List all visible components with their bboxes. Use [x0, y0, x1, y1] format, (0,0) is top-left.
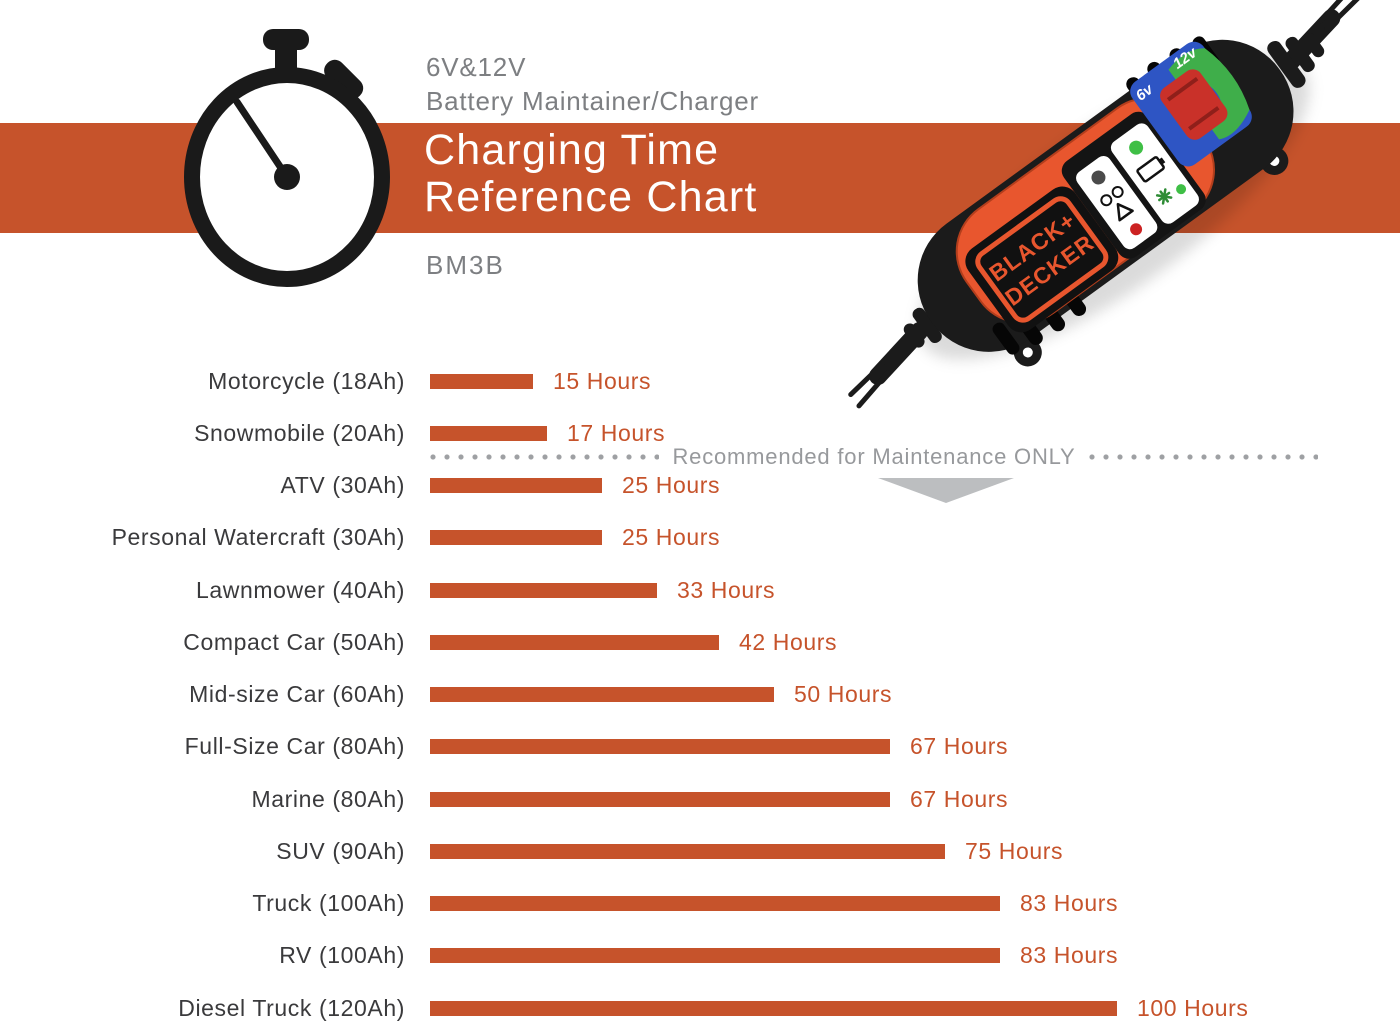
title-line1: Charging Time [424, 126, 720, 174]
bar [430, 948, 1000, 964]
battery-icon [1136, 156, 1166, 183]
category-label: RV (100Ah) [279, 942, 405, 969]
separator-dots-right [1088, 454, 1318, 460]
bar [430, 843, 945, 859]
stopwatch-hub [274, 164, 300, 190]
bar [430, 425, 547, 441]
model-number: BM3B [426, 250, 505, 280]
bar [430, 739, 890, 755]
stopwatch-side-button [324, 59, 364, 99]
separator-label: Recommended for Maintenance ONLY [672, 444, 1076, 469]
maintenance-separator: Recommended for Maintenance ONLY [430, 443, 1318, 471]
bar [430, 530, 602, 546]
category-label: Compact Car (50Ah) [183, 628, 405, 655]
product-photo: BLACK+ DECKER [848, 0, 1368, 409]
chart-row: Compact Car (50Ah) 42 Hours [0, 616, 1400, 668]
category-label: ATV (30Ah) [280, 472, 405, 498]
red-indicator-icon [1130, 223, 1143, 236]
charging-burst-icon [1155, 188, 1173, 205]
bar [430, 1000, 1117, 1016]
category-label: Mid-size Car (60Ah) [189, 681, 405, 707]
category-label: Diesel Truck (120Ah) [178, 994, 405, 1021]
value-label: 67 Hours [910, 785, 1009, 812]
value-label: 75 Hours [965, 837, 1064, 864]
chart-row: Marine (80Ah) 67 Hours [0, 773, 1400, 825]
category-label: Full-Size Car (80Ah) [184, 733, 405, 760]
category-label: Personal Watercraft (30Ah) [111, 524, 405, 551]
value-label: 83 Hours [1020, 942, 1119, 969]
page-title: Charging Time Reference Chart [424, 127, 758, 221]
value-label: 17 Hours [567, 419, 666, 446]
separator-arrow-down-icon [878, 478, 1014, 503]
value-label: 15 Hours [553, 367, 652, 394]
chart-row: Lawnmower (40Ah) 33 Hours [0, 564, 1400, 616]
cable-left-wire-1 [848, 361, 885, 398]
value-label: 100 Hours [1137, 994, 1249, 1021]
stopwatch-needle [233, 98, 291, 181]
chart-row: SUV (90Ah) 75 Hours [0, 825, 1400, 877]
value-label: 25 Hours [622, 524, 721, 551]
chart-row: RV (100Ah) 83 Hours [0, 930, 1400, 982]
voltage-panel: 6v 12v [1130, 41, 1252, 167]
bar [430, 478, 602, 493]
value-label: 42 Hours [739, 628, 838, 655]
voltage-switch [1160, 69, 1228, 140]
value-label: 50 Hours [794, 681, 893, 707]
mounting-tab-left [1013, 338, 1042, 367]
green-led-icon [1129, 140, 1144, 155]
led-off-icon [1091, 170, 1106, 185]
warning-triangle-icon [1116, 202, 1134, 222]
product-subtitle: 6V&12V Battery Maintainer/Charger [426, 50, 759, 118]
bar [430, 896, 1000, 911]
value-label: 83 Hours [1020, 890, 1119, 916]
chart-row: Mid-size Car (60Ah) 50 Hours [0, 669, 1400, 721]
value-label: 25 Hours [622, 472, 721, 498]
category-label: Lawnmower (40Ah) [195, 576, 405, 603]
subtitle-line2: Battery Maintainer/Charger [426, 86, 759, 116]
value-label: 33 Hours [677, 576, 776, 603]
category-label: Motorcycle (18Ah) [208, 367, 405, 394]
bar [430, 791, 890, 807]
stopwatch-stem [275, 43, 297, 71]
separator-dots-left [430, 454, 660, 460]
cable-right-wire-2 [1324, 0, 1368, 32]
category-label: SUV (90Ah) [276, 837, 405, 864]
subtitle-line1: 6V&12V [426, 52, 527, 82]
strain-relief-right [1267, 33, 1325, 88]
cable-right-wire-1 [1318, 0, 1360, 24]
chart-row: ATV (30Ah) 25 Hours [0, 460, 1400, 512]
bar [430, 373, 533, 389]
value-label: 67 Hours [910, 733, 1009, 760]
clamps-icon [1100, 185, 1124, 207]
indicator-panel-charge [1110, 123, 1199, 224]
chart-row: Full-Size Car (80Ah) 67 Hours [0, 721, 1400, 773]
stopwatch-icon [184, 29, 390, 287]
stopwatch-top-button [263, 29, 309, 50]
chart-row: Motorcycle (18Ah) 15 Hours [0, 355, 1400, 407]
chart-row: Snowmobile (20Ah) 17 Hours [0, 407, 1400, 459]
category-label: Snowmobile (20Ah) [194, 419, 405, 446]
green-dot-icon [1176, 184, 1187, 195]
indicator-panel-warning [1076, 155, 1158, 250]
cable-left-wire-2 [856, 370, 891, 409]
category-label: Marine (80Ah) [251, 785, 405, 812]
title-line2: Reference Chart [424, 173, 758, 221]
bar [430, 634, 719, 650]
bar [430, 582, 657, 598]
chart-row: Diesel Truck (120Ah) 100 Hours [0, 982, 1400, 1034]
bar [430, 687, 774, 702]
chart-row: Truck (100Ah) 83 Hours [0, 878, 1400, 930]
chart-row: Personal Watercraft (30Ah) 25 Hours [0, 512, 1400, 564]
category-label: Truck (100Ah) [252, 890, 405, 916]
